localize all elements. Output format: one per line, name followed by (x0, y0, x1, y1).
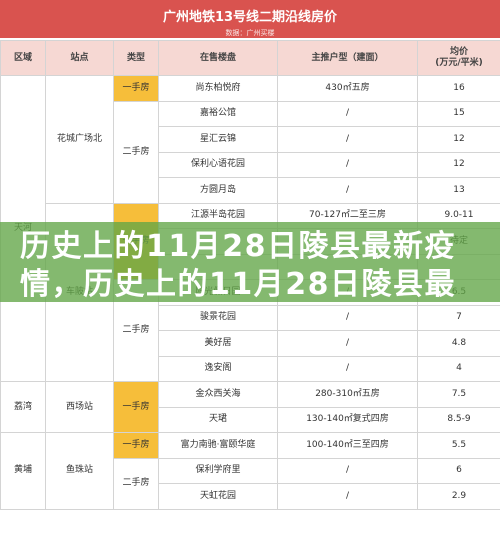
column-header: 主推户型（建面） (277, 40, 418, 76)
header-line: (万元/平米) (435, 58, 483, 68)
cell: 12 (417, 126, 500, 153)
cell: 金众西关海 (158, 381, 278, 408)
overlay: 历史上的11月28日陵县最新疫情，历史上的11月28日陵县最 (0, 222, 500, 302)
station: 花城广场北 (45, 75, 114, 204)
column-header: 区域 (0, 40, 46, 76)
cell: / (277, 304, 418, 331)
cell: / (277, 355, 418, 382)
type: 一手房 (113, 381, 159, 433)
type: 一手房 (113, 432, 159, 459)
column-header: 均价 (万元/平米) (417, 40, 500, 76)
cell: 430㎡五房 (277, 75, 418, 102)
station: 西场站 (45, 381, 114, 433)
cell: 4.8 (417, 330, 500, 357)
cell: 280-310㎡五房 (277, 381, 418, 408)
column-header: 类型 (113, 40, 159, 76)
cell: 13 (417, 177, 500, 204)
cell: 星汇云锦 (158, 126, 278, 153)
cell: 天珺 (158, 406, 278, 433)
zone: 黄埔 (0, 432, 46, 510)
type: 二手房 (113, 100, 159, 204)
station: 鱼珠站 (45, 432, 114, 510)
zone: 荔湾 (0, 381, 46, 433)
cell: / (277, 483, 418, 510)
cell: / (277, 330, 418, 357)
cell: 4 (417, 355, 500, 382)
source: 数据：广州买楼 (225, 29, 275, 37)
cell: 15 (417, 100, 500, 127)
cell: / (277, 126, 418, 153)
column-header: 站点 (45, 40, 114, 76)
title-banner: 广州地铁13号线二期沿线房价 数据：广州买楼 (0, 0, 500, 38)
cell: 保利学府里 (158, 457, 278, 484)
cell: 5.5 (417, 432, 500, 459)
cell: 8.5-9 (417, 406, 500, 433)
cell: 7 (417, 304, 500, 331)
cell: 16 (417, 75, 500, 102)
cell: 富力南驰·富颐华庭 (158, 432, 278, 459)
cell: 12 (417, 151, 500, 178)
column-header: 在售楼盘 (158, 40, 278, 76)
cell: 7.5 (417, 381, 500, 408)
header-line: 均价 (449, 47, 468, 58)
title: 广州地铁13号线二期沿线房价 (162, 10, 338, 25)
cell: 骏景花园 (158, 304, 278, 331)
cell: 6 (417, 457, 500, 484)
cell: 美好居 (158, 330, 278, 357)
type: 一手房 (113, 75, 159, 102)
cell: 方圆月岛 (158, 177, 278, 204)
overlay-title: 历史上的11月28日陵县最新疫情，历史上的11月28日陵县最 (20, 229, 456, 302)
cell: 100-140㎡三至四房 (277, 432, 418, 459)
cell: 天虹花园 (158, 483, 278, 510)
cell: / (277, 177, 418, 204)
type: 二手房 (113, 457, 159, 510)
cell: 130-140㎡复式四房 (277, 406, 418, 433)
cell: / (277, 151, 418, 178)
cell: / (277, 100, 418, 127)
cell: 2.9 (417, 483, 500, 510)
cell: 尚东柏悦府 (158, 75, 278, 102)
cell: 保利心语花园 (158, 151, 278, 178)
cell: 嘉裕公馆 (158, 100, 278, 127)
cell: / (277, 457, 418, 484)
cell: 逸安阁 (158, 355, 278, 382)
